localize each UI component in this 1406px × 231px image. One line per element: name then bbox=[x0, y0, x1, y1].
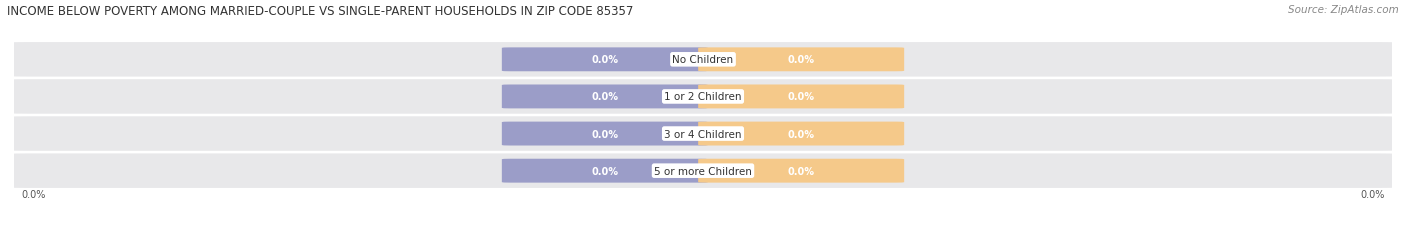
Text: Source: ZipAtlas.com: Source: ZipAtlas.com bbox=[1288, 5, 1399, 15]
Text: 5 or more Children: 5 or more Children bbox=[654, 166, 752, 176]
Text: 3 or 4 Children: 3 or 4 Children bbox=[664, 129, 742, 139]
Text: 0.0%: 0.0% bbox=[21, 189, 45, 199]
FancyBboxPatch shape bbox=[699, 122, 904, 146]
FancyBboxPatch shape bbox=[502, 159, 707, 183]
Text: 0.0%: 0.0% bbox=[592, 166, 619, 176]
FancyBboxPatch shape bbox=[699, 159, 904, 183]
FancyBboxPatch shape bbox=[502, 85, 707, 109]
Text: 0.0%: 0.0% bbox=[787, 55, 814, 65]
FancyBboxPatch shape bbox=[699, 48, 904, 72]
Text: 0.0%: 0.0% bbox=[787, 129, 814, 139]
FancyBboxPatch shape bbox=[0, 117, 1406, 151]
Text: 0.0%: 0.0% bbox=[592, 92, 619, 102]
Text: 1 or 2 Children: 1 or 2 Children bbox=[664, 92, 742, 102]
FancyBboxPatch shape bbox=[0, 43, 1406, 77]
Text: INCOME BELOW POVERTY AMONG MARRIED-COUPLE VS SINGLE-PARENT HOUSEHOLDS IN ZIP COD: INCOME BELOW POVERTY AMONG MARRIED-COUPL… bbox=[7, 5, 634, 18]
Text: 0.0%: 0.0% bbox=[787, 92, 814, 102]
Text: No Children: No Children bbox=[672, 55, 734, 65]
Text: 0.0%: 0.0% bbox=[592, 129, 619, 139]
Text: 0.0%: 0.0% bbox=[787, 166, 814, 176]
FancyBboxPatch shape bbox=[699, 85, 904, 109]
Text: 0.0%: 0.0% bbox=[592, 55, 619, 65]
FancyBboxPatch shape bbox=[0, 154, 1406, 188]
FancyBboxPatch shape bbox=[502, 48, 707, 72]
FancyBboxPatch shape bbox=[0, 80, 1406, 114]
FancyBboxPatch shape bbox=[502, 122, 707, 146]
Text: 0.0%: 0.0% bbox=[1361, 189, 1385, 199]
